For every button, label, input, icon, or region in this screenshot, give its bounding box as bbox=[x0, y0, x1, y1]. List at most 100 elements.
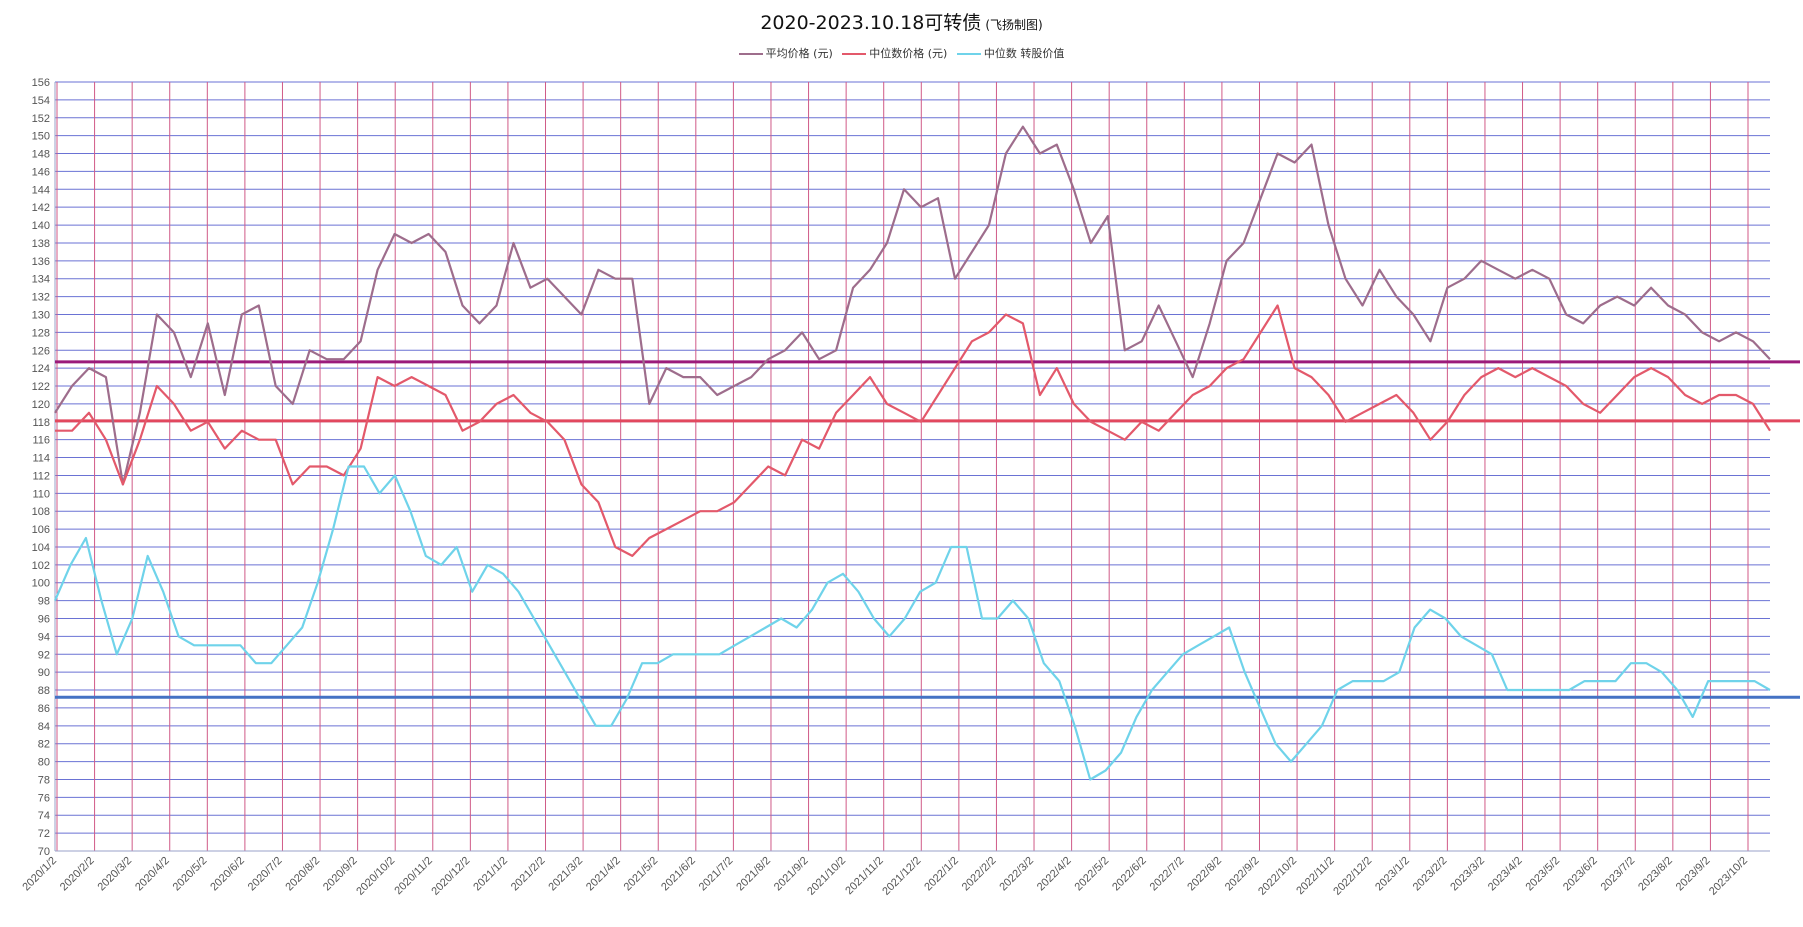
x-tick-label: 2021/7/2 bbox=[697, 855, 736, 894]
x-tick-label: 2020/3/2 bbox=[96, 855, 135, 894]
x-tick-label: 2023/6/2 bbox=[1561, 855, 1600, 894]
y-tick-label: 154 bbox=[32, 95, 50, 107]
x-tick-label: 2021/6/2 bbox=[659, 855, 698, 894]
x-tick-label: 2023/1/2 bbox=[1373, 855, 1412, 894]
x-tick-label: 2021/8/2 bbox=[734, 855, 773, 894]
y-tick-label: 80 bbox=[38, 757, 50, 769]
legend-label-conv: 中位数 转股价值 bbox=[983, 47, 1065, 60]
x-tick-label: 2023/9/2 bbox=[1674, 855, 1713, 894]
x-tick-label: 2022/5/2 bbox=[1073, 855, 1112, 894]
x-tick-label: 2022/2/2 bbox=[960, 855, 999, 894]
x-tick-label: 2023/10/2 bbox=[1707, 855, 1750, 898]
legend-label-median: 中位数价格 (元) bbox=[869, 47, 948, 60]
x-tick-label: 2021/1/2 bbox=[471, 855, 510, 894]
x-tick-label: 2020/8/2 bbox=[283, 855, 322, 894]
y-tick-label: 156 bbox=[32, 77, 50, 89]
x-tick-label: 2022/1/2 bbox=[922, 855, 961, 894]
x-tick-label: 2020/1/2 bbox=[20, 855, 59, 894]
chart-subtitle: (飞扬制图) bbox=[985, 18, 1043, 32]
y-tick-label: 74 bbox=[38, 810, 50, 822]
x-tick-label: 2021/2/2 bbox=[509, 855, 548, 894]
x-tick-label: 2022/10/2 bbox=[1256, 855, 1299, 898]
x-tick-label: 2021/9/2 bbox=[772, 855, 811, 894]
y-tick-label: 114 bbox=[32, 453, 50, 465]
x-tick-label: 2022/6/2 bbox=[1110, 855, 1149, 894]
y-tick-label: 146 bbox=[32, 166, 50, 178]
y-tick-label: 124 bbox=[32, 363, 50, 375]
x-tick-label: 2023/8/2 bbox=[1636, 855, 1675, 894]
x-tick-label: 2021/4/2 bbox=[584, 855, 623, 894]
y-tick-label: 118 bbox=[32, 417, 50, 429]
y-tick-label: 106 bbox=[32, 524, 50, 536]
legend-item-median: 中位数价格 (元) bbox=[842, 45, 947, 61]
y-tick-label: 144 bbox=[32, 184, 50, 196]
y-tick-label: 96 bbox=[38, 614, 50, 626]
y-tick-label: 126 bbox=[32, 345, 50, 357]
x-tick-label: 2022/11/2 bbox=[1294, 855, 1337, 898]
x-tick-label: 2020/6/2 bbox=[208, 855, 247, 894]
y-tick-label: 138 bbox=[32, 238, 50, 250]
x-tick-label: 2022/12/2 bbox=[1331, 855, 1374, 898]
legend-label-avg: 平均价格 (元) bbox=[765, 47, 833, 60]
x-tick-label: 2023/5/2 bbox=[1523, 855, 1562, 894]
y-tick-label: 116 bbox=[32, 435, 50, 447]
y-tick-label: 88 bbox=[38, 685, 50, 697]
y-tick-label: 152 bbox=[32, 113, 50, 125]
legend-swatch-conv bbox=[956, 53, 981, 55]
x-tick-label: 2020/2/2 bbox=[58, 855, 97, 894]
y-tick-label: 134 bbox=[32, 274, 50, 286]
x-tick-label: 2020/4/2 bbox=[133, 855, 172, 894]
x-tick-label: 2020/10/2 bbox=[354, 855, 397, 898]
y-tick-label: 104 bbox=[32, 542, 50, 554]
y-tick-label: 90 bbox=[38, 667, 50, 679]
y-tick-label: 102 bbox=[32, 560, 50, 572]
x-tick-label: 2020/7/2 bbox=[246, 855, 285, 894]
y-tick-label: 98 bbox=[38, 596, 50, 608]
y-tick-label: 70 bbox=[38, 846, 50, 858]
x-tick-label: 2023/4/2 bbox=[1486, 855, 1525, 894]
series-line-median bbox=[55, 304, 1771, 558]
x-tick-label: 2021/5/2 bbox=[622, 855, 661, 894]
x-tick-label: 2022/9/2 bbox=[1223, 855, 1262, 894]
series-line-conv bbox=[53, 465, 1771, 781]
x-tick-label: 2022/4/2 bbox=[1035, 855, 1074, 894]
y-tick-label: 84 bbox=[38, 721, 50, 733]
x-tick-label: 2020/11/2 bbox=[392, 855, 435, 898]
y-tick-label: 150 bbox=[32, 131, 50, 143]
y-tick-label: 108 bbox=[32, 506, 50, 518]
y-tick-label: 130 bbox=[32, 309, 50, 321]
y-tick-label: 132 bbox=[32, 292, 50, 304]
series-line-avg bbox=[54, 125, 1771, 486]
y-tick-label: 112 bbox=[32, 470, 50, 482]
y-tick-label: 148 bbox=[32, 149, 50, 161]
x-tick-label: 2023/2/2 bbox=[1411, 855, 1450, 894]
y-tick-label: 92 bbox=[38, 649, 50, 661]
y-tick-label: 82 bbox=[38, 739, 50, 751]
y-tick-label: 72 bbox=[38, 828, 50, 840]
x-tick-label: 2020/9/2 bbox=[321, 855, 360, 894]
x-tick-label: 2020/12/2 bbox=[429, 855, 472, 898]
y-tick-label: 136 bbox=[32, 256, 50, 268]
y-tick-label: 76 bbox=[38, 792, 50, 804]
chart-title: 2020-2023.10.18可转债 (飞扬制图) bbox=[0, 8, 1803, 35]
legend-swatch-median bbox=[842, 53, 867, 55]
x-tick-label: 2022/7/2 bbox=[1148, 855, 1187, 894]
y-tick-label: 78 bbox=[38, 774, 50, 786]
y-tick-label: 122 bbox=[32, 381, 50, 393]
y-tick-label: 110 bbox=[32, 488, 50, 500]
legend: 平均价格 (元) 中位数价格 (元) 中位数 转股价值 bbox=[0, 45, 1803, 61]
x-tick-label: 2021/3/2 bbox=[546, 855, 585, 894]
x-tick-label: 2023/3/2 bbox=[1448, 855, 1487, 894]
chart-title-text: 2020-2023.10.18可转债 bbox=[760, 12, 982, 34]
legend-item-conv: 中位数 转股价值 bbox=[956, 45, 1065, 61]
y-tick-label: 94 bbox=[38, 631, 50, 643]
x-tick-label: 2021/12/2 bbox=[880, 855, 923, 898]
x-tick-label: 2022/3/2 bbox=[997, 855, 1036, 894]
y-tick-label: 86 bbox=[38, 703, 50, 715]
x-tick-label: 2021/11/2 bbox=[843, 855, 886, 898]
y-tick-label: 128 bbox=[32, 327, 50, 339]
y-tick-label: 142 bbox=[32, 202, 50, 214]
x-tick-label: 2020/5/2 bbox=[171, 855, 210, 894]
legend-item-avg: 平均价格 (元) bbox=[738, 45, 833, 61]
